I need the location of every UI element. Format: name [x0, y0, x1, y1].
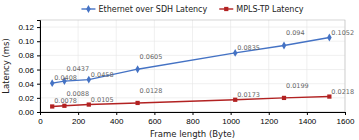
x-axis: 0 200 400 600 800 1000 1200 1400 1600 — [38, 112, 355, 126]
data-label: 0.0437 — [66, 65, 89, 73]
x-axis-tick: 1400 — [298, 112, 316, 126]
data-label: 0.094 — [286, 29, 305, 37]
x-axis-tick-mark — [231, 112, 232, 115]
data-label: 0.0605 — [140, 53, 163, 61]
y-axis-tick-label: 0.06 — [18, 66, 34, 75]
data-labels: 0.04080.04370.0458 0.0605 0.0835 0.094 0.105… — [54, 29, 354, 106]
data-label: 0.0078 — [54, 97, 77, 105]
y-axis-tick: 0.06 — [18, 66, 40, 75]
data-label: 0.0458 — [91, 71, 114, 79]
y-axis-tick: 0.08 — [18, 51, 40, 60]
x-axis-tick-label: 200 — [72, 117, 86, 126]
x-axis-tick: 1200 — [260, 112, 278, 126]
x-grid-line — [192, 20, 193, 112]
grid — [40, 20, 345, 112]
x-axis-tick-mark — [78, 112, 79, 115]
y-axis-tick-label: 0.02 — [18, 94, 34, 103]
x-axis-tick-label: 1000 — [222, 117, 240, 126]
legend-marker — [86, 5, 91, 13]
point-marker — [282, 42, 287, 50]
y-axis-tick: 0.02 — [18, 94, 40, 103]
x-axis-title: Frame length (Byte) — [150, 129, 235, 139]
x-grid-line — [230, 20, 231, 112]
y-axis-tick-mark — [37, 41, 40, 42]
x-axis-tick-label: 800 — [186, 117, 200, 126]
y-axis-tick-label: 0.00 — [18, 108, 34, 117]
legend-item: MPLS-TP Latency — [219, 5, 304, 14]
y-axis-tick-mark — [37, 70, 40, 71]
legend-item: Ethernet over SDH Latency — [81, 5, 207, 14]
y-grid-line — [40, 27, 345, 28]
x-axis-tick: 400 — [110, 112, 124, 126]
plot-area: 020040060080010001200140016000.000.020.0… — [18, 20, 355, 126]
x-axis-tick-label: 600 — [148, 117, 162, 126]
marks — [50, 34, 332, 109]
x-axis-tick-mark — [345, 112, 346, 115]
x-axis-tick-mark — [307, 112, 308, 115]
x-axis-tick-mark — [154, 112, 155, 115]
x-axis-tick-mark — [269, 112, 270, 115]
y-axis-tick-mark — [37, 98, 40, 99]
y-axis-tick-mark — [37, 84, 40, 85]
x-axis-tick-label: 0 — [38, 117, 43, 126]
point-marker — [135, 65, 140, 73]
y-axis-tick-label: 0.10 — [18, 37, 34, 46]
y-axis-tick-label: 0.08 — [18, 51, 34, 60]
x-axis-tick-mark — [116, 112, 117, 115]
x-axis-tick-label: 1600 — [337, 117, 355, 126]
x-grid-line — [306, 20, 307, 112]
point-marker — [282, 96, 286, 100]
y-grid-line — [40, 41, 345, 42]
y-axis-tick: 0.10 — [18, 37, 40, 46]
legend: Ethernet over SDH Latency MPLS-TP Latency — [81, 5, 303, 14]
x-axis-tick-label: 1400 — [298, 117, 316, 126]
data-label: 0.0173 — [237, 91, 260, 99]
x-axis-tick: 1600 — [337, 112, 355, 126]
point-marker — [135, 101, 139, 105]
series-line — [52, 38, 329, 84]
y-axis-tick-label: 0.12 — [18, 23, 34, 32]
x-axis-tick: 200 — [72, 112, 86, 126]
legend-label: MPLS-TP Latency — [236, 5, 304, 14]
plot-frame — [40, 20, 345, 112]
x-axis-line — [41, 113, 346, 116]
x-axis-tick: 600 — [148, 112, 162, 126]
x-axis-tick-label: 400 — [110, 117, 124, 126]
y-grid-line — [40, 55, 345, 56]
x-axis-tick: 0 — [38, 112, 43, 126]
x-axis-tick-mark — [193, 112, 194, 115]
y-axis-tick: 0.00 — [18, 108, 40, 117]
data-label: 0.0199 — [286, 82, 309, 90]
y-axis-tick-mark — [37, 112, 40, 113]
data-label: 0.0105 — [91, 96, 114, 104]
y-axis-tick-label: 0.04 — [18, 80, 34, 89]
x-axis-tick: 800 — [186, 112, 200, 126]
y-axis-line — [37, 21, 41, 113]
y-axis-title: Latency (ms) — [1, 38, 11, 94]
y-axis: 0.00 0.02 0.04 0.06 0.08 0.10 0.12 — [18, 21, 40, 118]
x-grid-line — [116, 20, 117, 112]
data-label: 0.0408 — [54, 74, 77, 82]
y-axis-tick-mark — [37, 27, 40, 28]
legend-label: Ethernet over SDH Latency — [98, 5, 207, 14]
data-label: 0.1052 — [331, 29, 354, 37]
data-label: 0.0088 — [66, 90, 89, 98]
y-axis-tick: 0.12 — [18, 23, 40, 32]
x-axis-tick-label: 1200 — [260, 117, 278, 126]
chart: 020040060080010001200140016000.000.020.0… — [0, 0, 359, 140]
data-label: 0.0128 — [140, 87, 163, 95]
y-axis-tick: 0.04 — [18, 80, 40, 89]
legend-marker — [224, 7, 228, 11]
y-axis-tick-mark — [37, 55, 40, 56]
data-label: 0.0218 — [331, 88, 354, 96]
data-label: 0.0835 — [237, 44, 260, 52]
x-axis-tick: 1000 — [222, 112, 240, 126]
